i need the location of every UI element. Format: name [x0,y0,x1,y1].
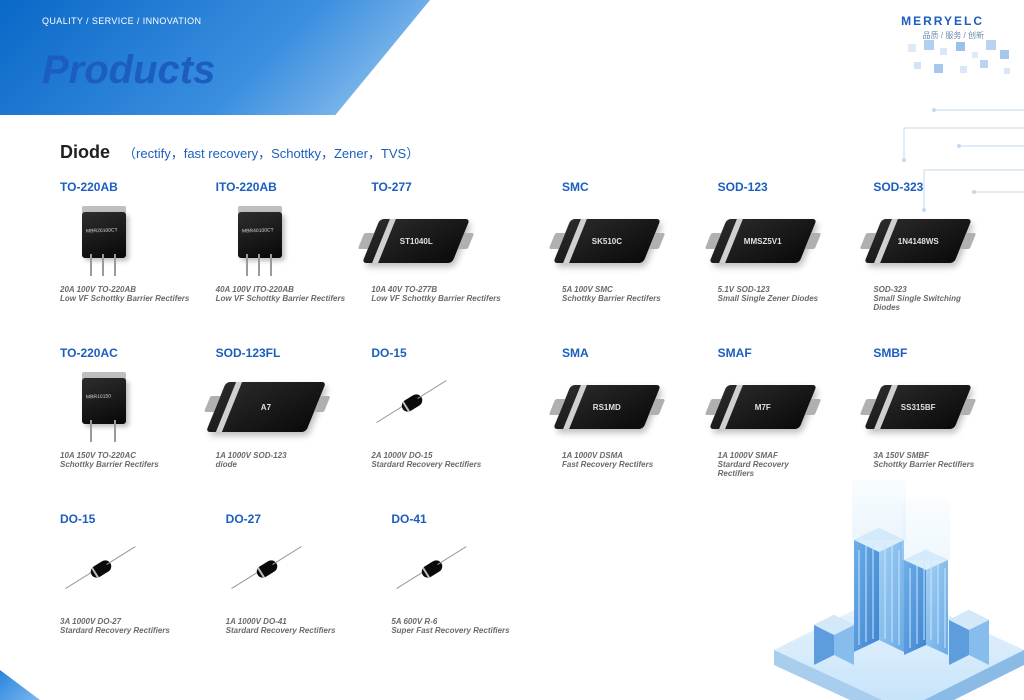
deco-squares [904,40,1024,90]
spec-line-2: Fast Recovery Rectifers [562,460,669,469]
spec-line-2: Stardard Recovery Rectifiers [371,460,513,469]
spec-line-1: 1A 1000V SOD-123 [216,451,358,460]
package-image: RS1MD [562,364,669,449]
package-image: SK510C [562,198,669,283]
spec-line-1: 20A 100V TO-220AB [60,285,202,294]
package-image: SS315BF [873,364,980,449]
deco-corner [0,670,40,700]
product-grid: TO-220AB MBR20100CT 20A 100V TO-220AB Lo… [60,180,980,672]
package-name: ITO-220AB [216,180,358,194]
product-cell: SMC SK510C 5A 100V SMC Schottky Barrier … [562,180,669,340]
product-cell: SOD-123 MMSZ5V1 5.1V SOD-123 Small Singl… [718,180,825,340]
package-image: MBR20100CT [60,198,202,283]
package-image: A7 [216,364,358,449]
spec-line-1: 2A 1000V DO-15 [371,451,513,460]
section-main: Diode [60,142,110,162]
package-image: MBR40100CT [216,198,358,283]
product-cell: DO-15 3A 1000V DO-27 Stardard Recovery R… [60,512,202,672]
package-image [60,530,202,615]
spec-line-2: Small Single Zener Diodes [718,294,825,303]
package-name: SMA [562,346,669,360]
spec-line-1: 1A 1000V SMAF [718,451,825,460]
package-name: TO-277 [371,180,513,194]
package-image: 1N4148WS [873,198,980,283]
package-image [226,530,358,615]
spec-line-2: Stardard Recovery Rectifiers [60,626,202,635]
package-name: TO-220AB [60,180,202,194]
product-cell: DO-41 5A 600V R-6 Super Fast Recovery Re… [391,512,513,672]
spec-line-2: Stardard Recovery Rectifiers [226,626,358,635]
brand-logo: MERRYELC [901,14,984,28]
spec-line-1: 40A 100V ITO-220AB [216,285,358,294]
spec-line-1: 10A 150V TO-220AC [60,451,202,460]
tagline: QUALITY / SERVICE / INNOVATION [42,16,201,26]
spec-line-2: Schottky Barrier Rectifers [562,294,669,303]
spec-line-2: Low VF Schottky Barrier Rectifers [371,294,513,303]
package-name: SMAF [718,346,825,360]
product-cell: TO-220AC MBR10150 10A 150V TO-220AC Scho… [60,346,202,506]
spec-line-2: Low VF Schottky Barrier Rectifers [216,294,358,303]
spec-line-2: Stardard Recovery Rectifiers [718,460,825,478]
spec-line-1: 5.1V SOD-123 [718,285,825,294]
spec-line-1: 5A 600V R-6 [391,617,513,626]
package-name: SOD-123FL [216,346,358,360]
spec-line-1: SOD-323 [873,285,980,294]
section-sub: （rectify，fast recovery，Schottky，Zener，TV… [123,146,419,161]
package-name: DO-41 [391,512,513,526]
package-name: SOD-123 [718,180,825,194]
package-image: M7F [718,364,825,449]
spec-line-2: Low VF Schottky Barrier Rectifers [60,294,202,303]
spec-line-1: 1A 1000V DO-41 [226,617,358,626]
spec-line-2: diode [216,460,358,469]
package-name: SMBF [873,346,980,360]
package-name: DO-15 [60,512,202,526]
spec-line-2: Schottky Barrier Rectifers [60,460,202,469]
product-cell: SMAF M7F 1A 1000V SMAF Stardard Recovery… [718,346,825,506]
product-cell: SMA RS1MD 1A 1000V DSMA Fast Recovery Re… [562,346,669,506]
package-image [391,530,513,615]
package-image: MBR10150 [60,364,202,449]
page-title: Products [42,48,215,93]
spec-line-1: 3A 150V SMBF [873,451,980,460]
spec-line-2: Small Single Switching Diodes [873,294,980,312]
product-cell: TO-277 ST1040L 10A 40V TO-277B Low VF Sc… [371,180,513,340]
spec-line-1: 5A 100V SMC [562,285,669,294]
product-cell: TO-220AB MBR20100CT 20A 100V TO-220AB Lo… [60,180,202,340]
product-cell: DO-27 1A 1000V DO-41 Stardard Recovery R… [226,512,358,672]
product-cell: SOD-123FL A7 1A 1000V SOD-123 diode [216,346,358,506]
product-cell: DO-15 2A 1000V DO-15 Stardard Recovery R… [371,346,513,506]
product-cell: SMBF SS315BF 3A 150V SMBF Schottky Barri… [873,346,980,506]
section-title: Diode （rectify，fast recovery，Schottky，Ze… [60,142,419,163]
package-image: ST1040L [371,198,513,283]
package-image: MMSZ5V1 [718,198,825,283]
package-name: DO-27 [226,512,358,526]
package-name: DO-15 [371,346,513,360]
package-name: SMC [562,180,669,194]
spec-line-2: Schottky Barrier Rectifiers [873,460,980,469]
spec-line-1: 10A 40V TO-277B [371,285,513,294]
package-image [371,364,513,449]
package-name: TO-220AC [60,346,202,360]
product-cell: SOD-323 1N4148WS SOD-323 Small Single Sw… [873,180,980,340]
package-name: SOD-323 [873,180,980,194]
spec-line-2: Super Fast Recovery Rectifiers [391,626,513,635]
product-cell: ITO-220AB MBR40100CT 40A 100V ITO-220AB … [216,180,358,340]
spec-line-1: 3A 1000V DO-27 [60,617,202,626]
spec-line-1: 1A 1000V DSMA [562,451,669,460]
